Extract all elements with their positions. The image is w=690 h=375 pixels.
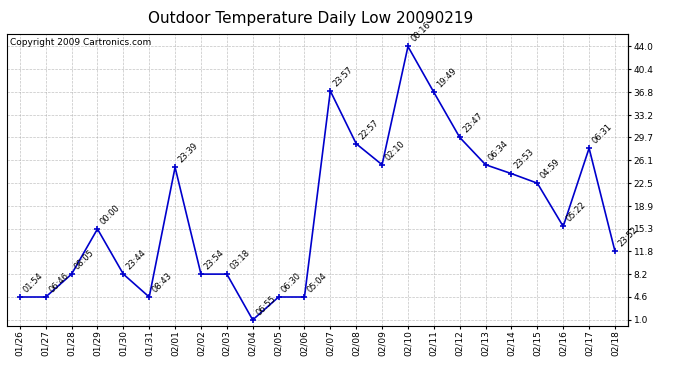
Text: 23:57: 23:57 [332, 65, 355, 88]
Text: 19:49: 19:49 [435, 66, 458, 90]
Text: 05:04: 05:04 [306, 271, 329, 294]
Text: 06:31: 06:31 [591, 122, 614, 146]
Text: 06:34: 06:34 [487, 139, 511, 162]
Text: 00:16: 00:16 [409, 21, 433, 44]
Text: 03:18: 03:18 [228, 248, 252, 272]
Text: Outdoor Temperature Daily Low 20090219: Outdoor Temperature Daily Low 20090219 [148, 11, 473, 26]
Text: 23:47: 23:47 [461, 111, 484, 135]
Text: 01:54: 01:54 [21, 271, 44, 294]
Text: 04:59: 04:59 [539, 157, 562, 180]
Text: 06:55: 06:55 [254, 294, 277, 317]
Text: 23:39: 23:39 [177, 141, 200, 165]
Text: 23:53: 23:53 [513, 147, 536, 171]
Text: 22:57: 22:57 [357, 118, 381, 141]
Text: 00:00: 00:00 [99, 203, 122, 226]
Text: 23:52: 23:52 [616, 225, 640, 249]
Text: 02:10: 02:10 [384, 139, 406, 162]
Text: 23:54: 23:54 [202, 248, 226, 272]
Text: 05:22: 05:22 [564, 201, 588, 223]
Text: 06:30: 06:30 [280, 271, 304, 294]
Text: 06:46: 06:46 [47, 271, 70, 294]
Text: 08:05: 08:05 [73, 248, 96, 272]
Text: Copyright 2009 Cartronics.com: Copyright 2009 Cartronics.com [10, 38, 151, 47]
Text: 23:44: 23:44 [125, 248, 148, 272]
Text: 08:43: 08:43 [150, 271, 174, 294]
